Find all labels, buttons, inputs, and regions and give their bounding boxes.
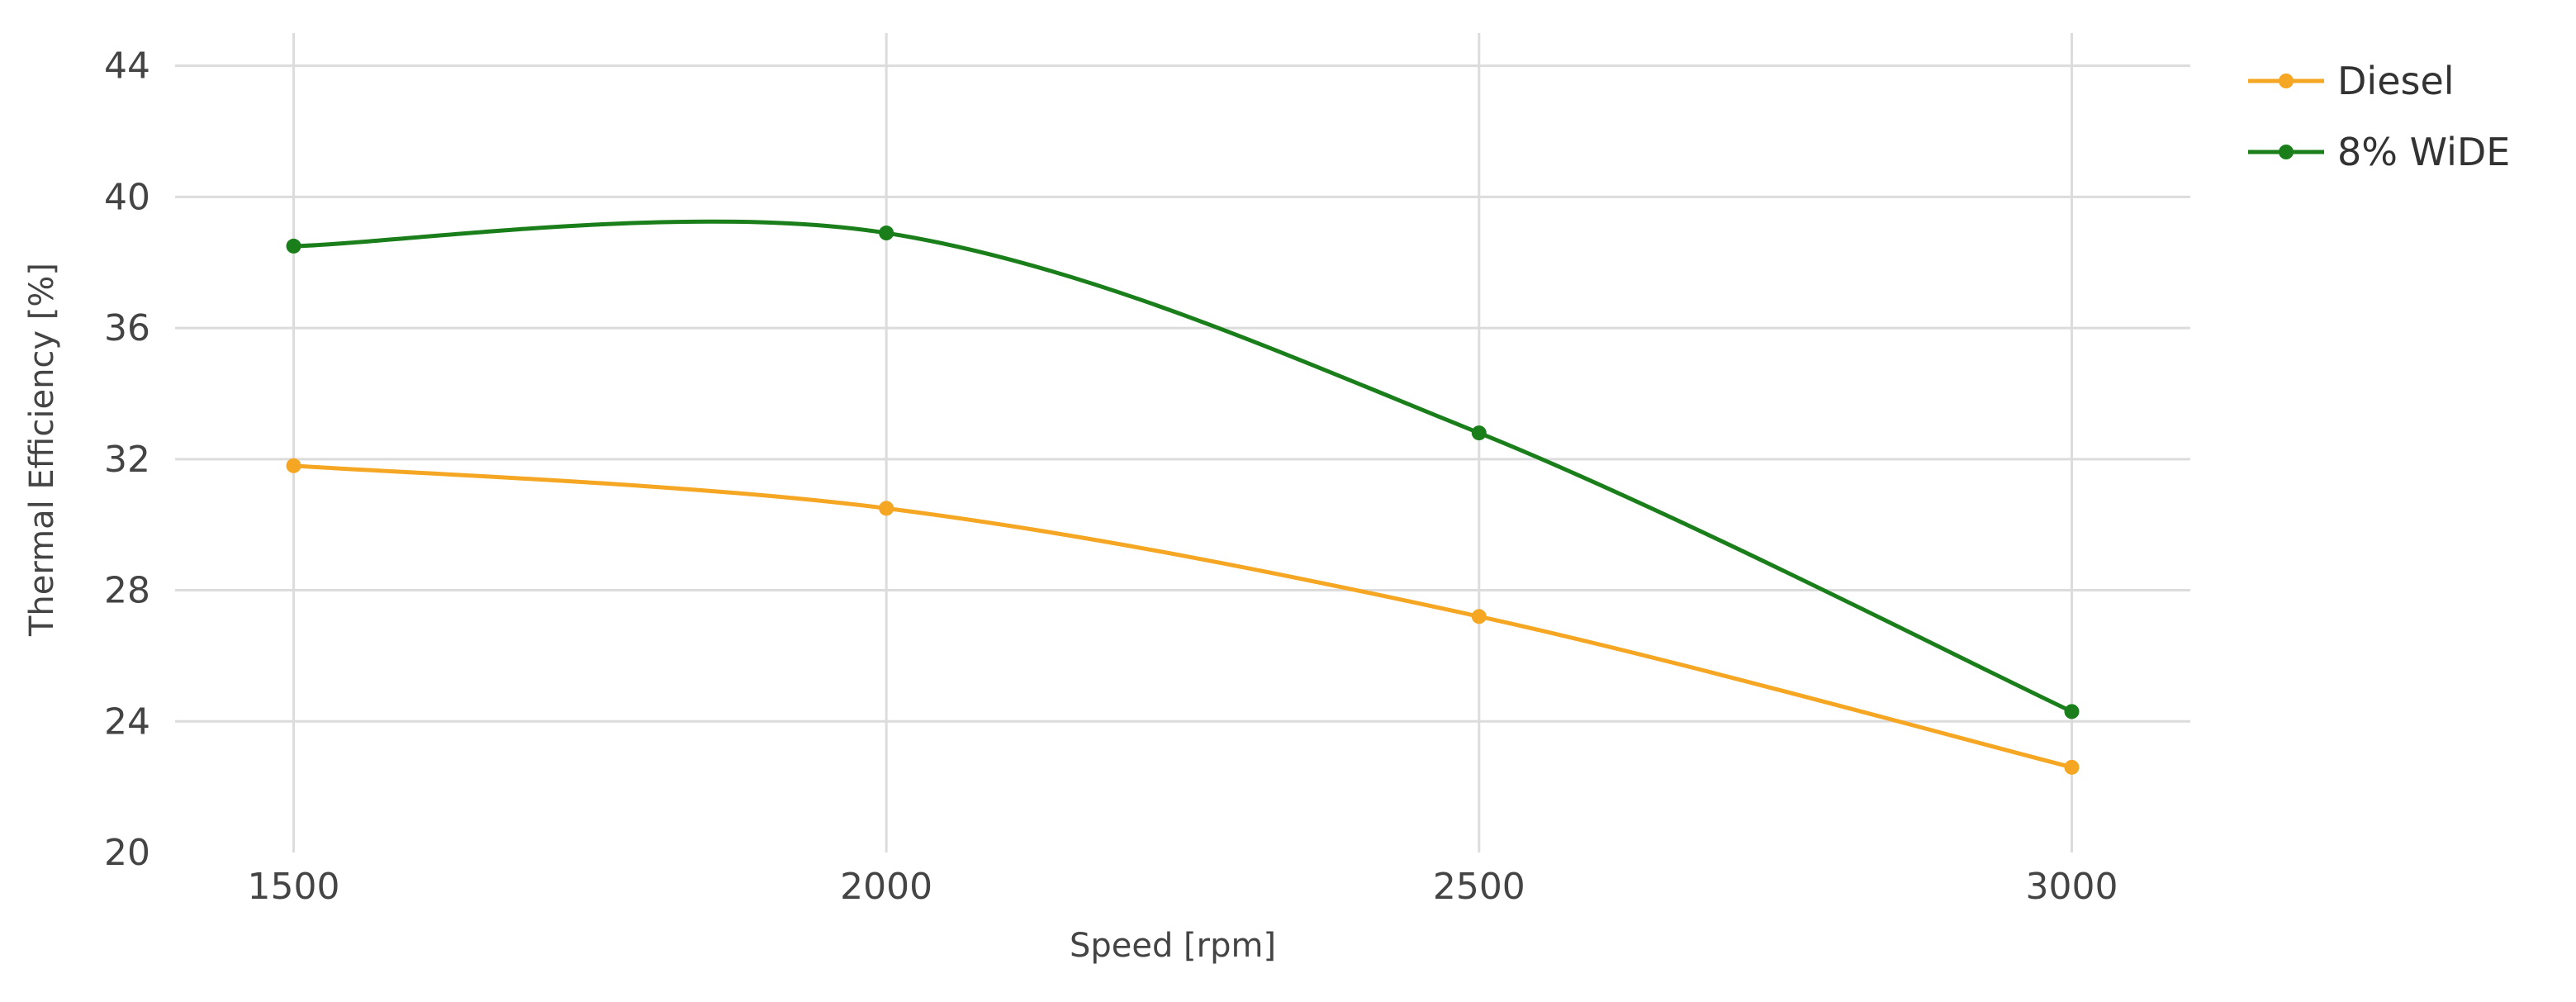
data-point	[879, 501, 894, 516]
series-line-1	[293, 219, 2073, 714]
x-axis-ticks: 1500 2000 2500 3000	[248, 866, 2118, 908]
data-point	[2064, 704, 2080, 719]
y-tick-label: 36	[104, 307, 150, 349]
y-tick-label: 28	[104, 570, 150, 612]
x-tick-label: 3000	[2025, 866, 2118, 908]
data-point	[286, 458, 301, 473]
x-tick-label: 2500	[1433, 866, 1525, 908]
x-tick-label: 2000	[840, 866, 932, 908]
data-point	[1471, 609, 1487, 624]
y-axis-title: Thermal Efficiency [%]	[23, 263, 61, 637]
legend-label: Diesel	[2337, 59, 2455, 103]
x-tick-label: 1500	[248, 866, 340, 908]
series-line-0	[293, 463, 2073, 770]
data-point	[2064, 759, 2080, 775]
data-point	[1471, 425, 1487, 441]
legend-swatch-marker	[2279, 145, 2294, 159]
y-tick-label: 20	[104, 832, 150, 874]
data-point	[286, 238, 301, 254]
data-point	[879, 226, 894, 241]
legend-swatch-marker	[2279, 74, 2294, 88]
series-points	[286, 226, 2080, 775]
legend-label: 8% WiDE	[2337, 130, 2510, 174]
y-tick-label: 44	[104, 45, 150, 88]
grid	[175, 33, 2190, 852]
x-axis-title: Speed [rpm]	[1070, 927, 1276, 965]
y-tick-label: 24	[104, 700, 150, 743]
y-tick-label: 40	[104, 176, 150, 218]
y-tick-label: 32	[104, 439, 150, 481]
legend: Diesel 8% WiDE	[2248, 59, 2510, 174]
series-lines	[293, 219, 2073, 770]
y-axis-ticks: 20 24 28 32 36 40 44	[104, 45, 150, 874]
